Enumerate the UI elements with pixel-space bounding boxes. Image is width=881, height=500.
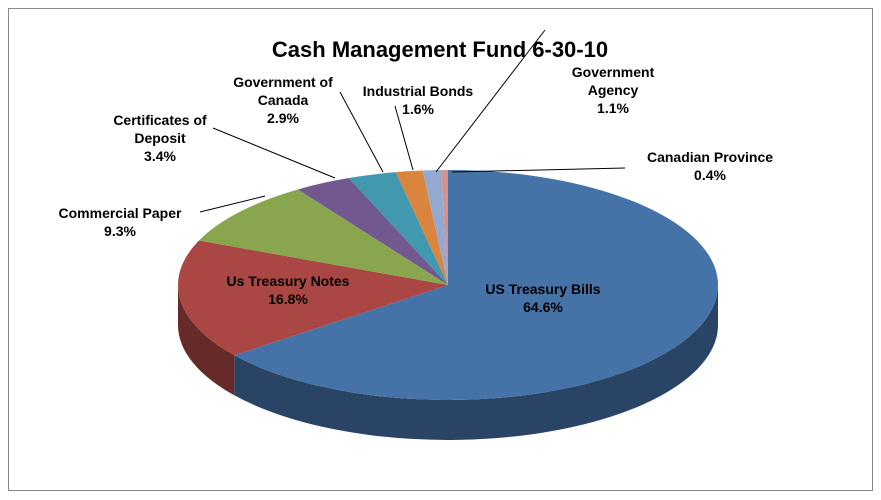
slice bbox=[234, 170, 719, 400]
category-label: Government of Canada bbox=[233, 74, 333, 108]
data-label: Industrial Bonds 1.6% bbox=[343, 82, 493, 118]
value-label: 0.4% bbox=[694, 167, 726, 183]
category-label: Industrial Bonds bbox=[362, 83, 474, 99]
chart-title: Cash Management Fund 6-30-10 bbox=[271, 37, 609, 62]
slice bbox=[441, 170, 448, 285]
slice-side bbox=[234, 285, 719, 440]
data-label: US Treasury Bills 64.6% bbox=[443, 280, 643, 316]
data-label: Us Treasury Notes 16.8% bbox=[188, 272, 388, 308]
value-label: 64.6% bbox=[523, 299, 563, 315]
value-label: 1.6% bbox=[402, 101, 434, 117]
data-label: Canadian Province 0.4% bbox=[620, 148, 800, 184]
data-label: Commercial Paper 9.3% bbox=[30, 204, 210, 240]
slice bbox=[297, 178, 448, 285]
data-label: Government of Canada 2.9% bbox=[226, 73, 341, 127]
leader-line bbox=[339, 91, 384, 173]
value-label: 2.9% bbox=[267, 110, 299, 126]
slice bbox=[395, 170, 448, 285]
category-label: US Treasury Bills bbox=[485, 281, 601, 297]
category-label: Us Treasury Notes bbox=[226, 273, 350, 289]
category-label: Commercial Paper bbox=[58, 205, 182, 221]
slice-side bbox=[178, 285, 235, 396]
slice bbox=[177, 240, 448, 356]
slice bbox=[199, 189, 448, 285]
leader-line bbox=[394, 105, 414, 171]
value-label: 9.3% bbox=[104, 223, 136, 239]
slice bbox=[422, 170, 448, 285]
data-label: Certificates of Deposit 3.4% bbox=[98, 111, 223, 165]
value-label: 1.1% bbox=[597, 100, 629, 116]
category-label: Canadian Province bbox=[646, 149, 774, 165]
value-label: 3.4% bbox=[144, 148, 176, 164]
slice bbox=[348, 172, 448, 285]
leader-line bbox=[199, 195, 266, 213]
leader-line bbox=[435, 29, 546, 173]
category-label: Certificates of Deposit bbox=[113, 112, 207, 146]
leader-line bbox=[451, 167, 626, 173]
leader-line bbox=[212, 127, 336, 179]
data-label: Government Agency 1.1% bbox=[566, 63, 661, 117]
value-label: 16.8% bbox=[268, 291, 308, 307]
category-label: Government Agency bbox=[571, 64, 655, 98]
